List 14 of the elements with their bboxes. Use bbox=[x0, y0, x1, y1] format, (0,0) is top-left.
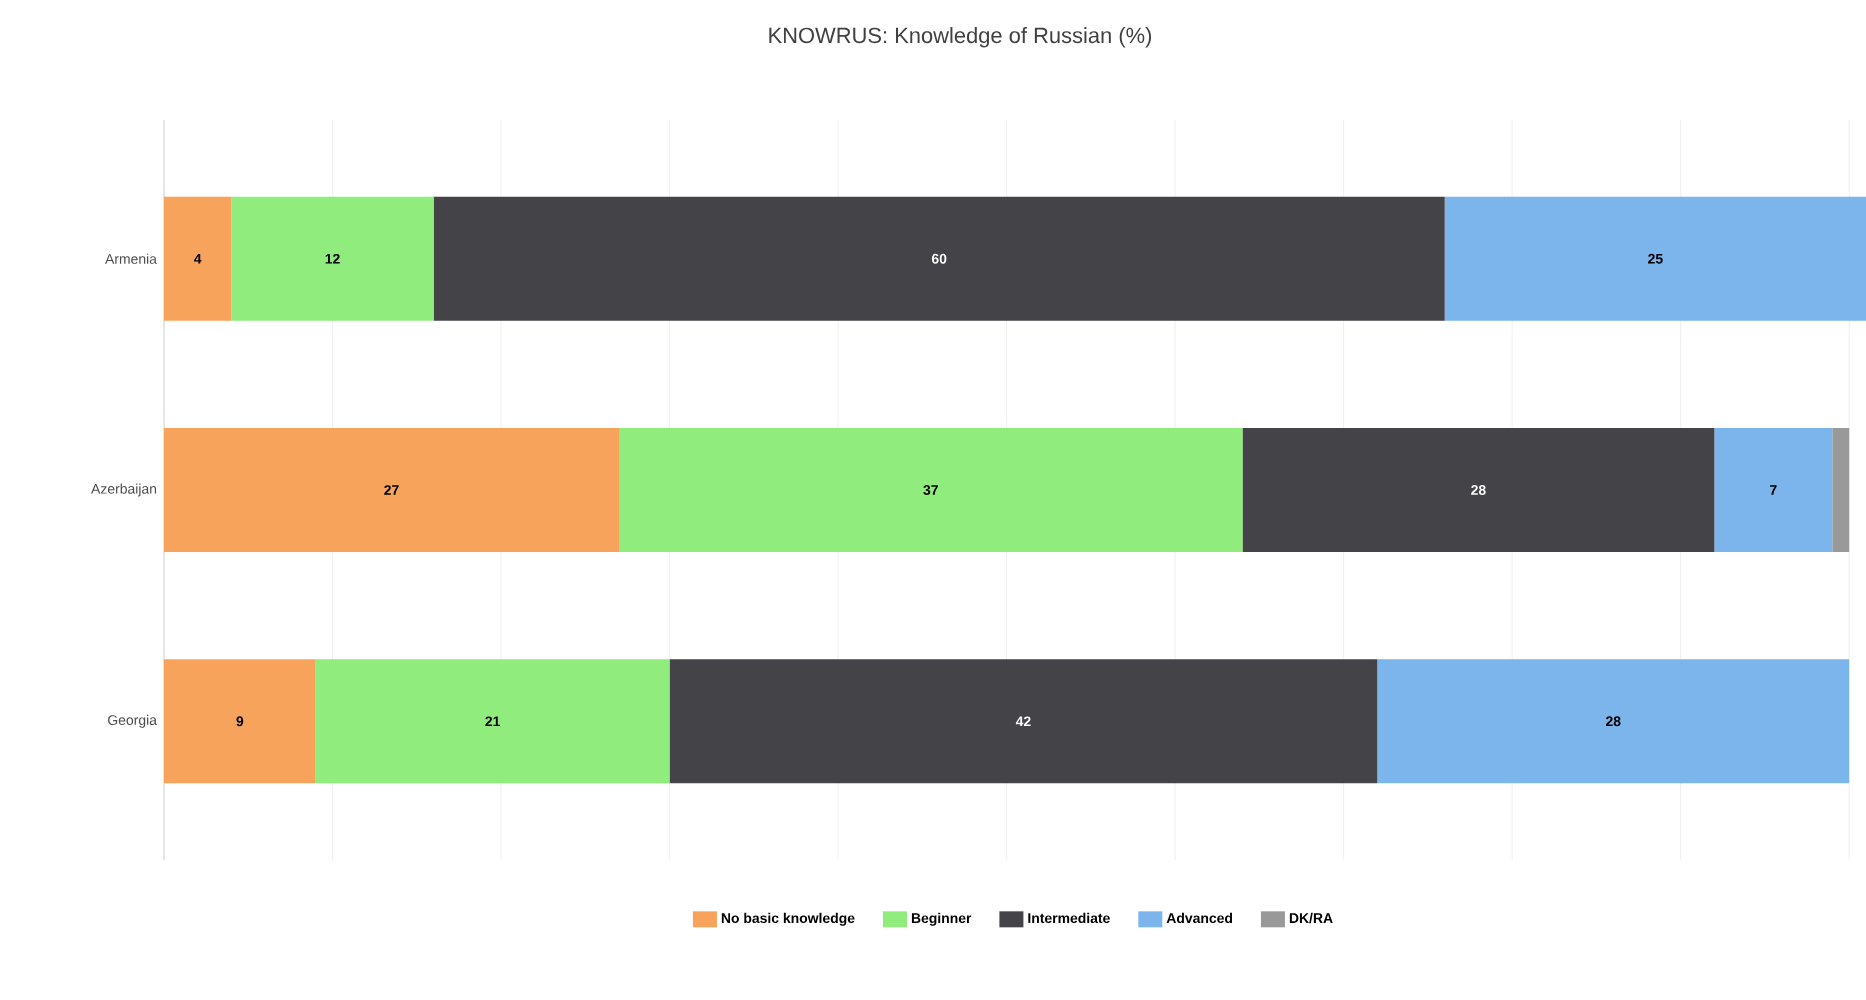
bar bbox=[315, 659, 670, 784]
bar bbox=[1444, 196, 1866, 321]
bar bbox=[1242, 428, 1715, 553]
bar bbox=[231, 196, 434, 321]
bar bbox=[669, 659, 1378, 784]
bar bbox=[164, 659, 316, 784]
bar bbox=[1377, 659, 1850, 784]
bar bbox=[1714, 428, 1833, 553]
bar bbox=[1832, 428, 1850, 553]
bar bbox=[618, 428, 1243, 553]
bar bbox=[164, 196, 232, 321]
bar bbox=[164, 428, 619, 553]
bar bbox=[433, 196, 1445, 321]
chart-title: KNOWRUS: Knowledge of Russian (%) bbox=[769, 27, 1152, 48]
